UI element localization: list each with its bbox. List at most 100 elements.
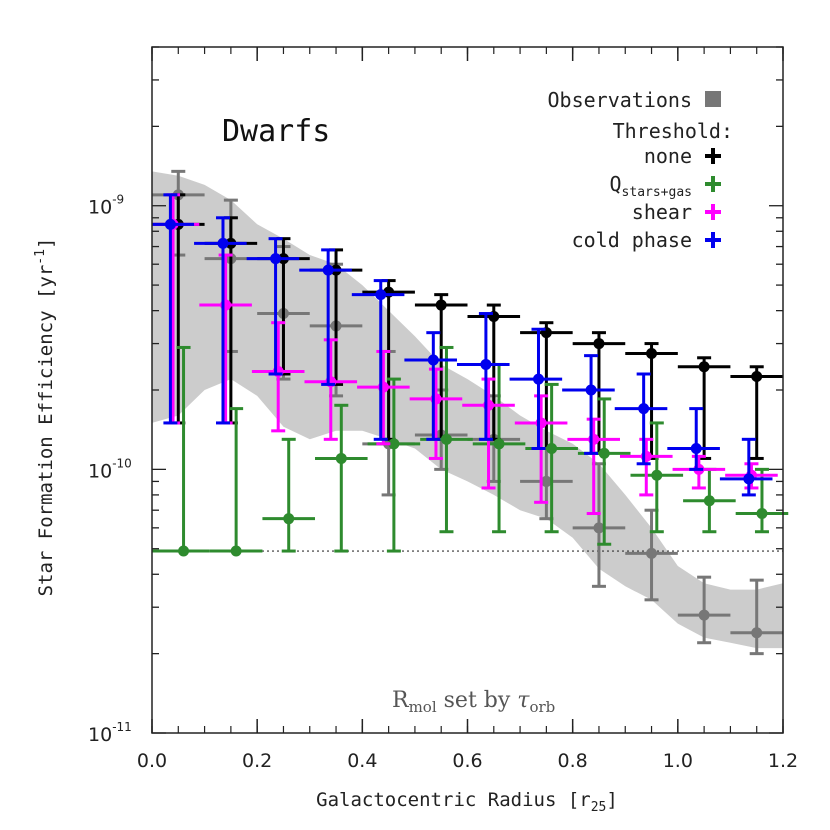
marker (698, 361, 710, 373)
series-shear (152, 193, 778, 516)
marker (427, 354, 439, 366)
marker (440, 433, 452, 445)
data-point-cold-phase-3 (246, 237, 300, 376)
marker (751, 371, 763, 383)
y-axis-title: Star Formation Efficiency [yr-1] (33, 238, 57, 597)
marker (164, 218, 176, 230)
marker (283, 513, 295, 525)
legend-observations-swatch (705, 91, 721, 107)
x-axis-title: Galactocentric Radius [r25] (316, 789, 618, 815)
data-point-shear-10 (619, 437, 673, 497)
marker (743, 473, 755, 485)
marker (435, 299, 447, 311)
marker (217, 237, 229, 249)
legend-item-4: cold phase (572, 228, 721, 252)
marker (270, 253, 282, 265)
data-point-q-stars-gas-1 (152, 345, 210, 557)
data-point-cold-phase-10 (614, 372, 668, 466)
legend-observations-label: Observations (548, 88, 693, 112)
marker (532, 373, 544, 385)
legend-item-3: shear (632, 200, 721, 224)
marker (646, 547, 658, 559)
data-point-cold-phase-7 (456, 312, 510, 441)
annotation-middle: set by (437, 688, 518, 713)
y-axis-title-end: ] (35, 238, 57, 249)
annotation-orb-sub: orb (529, 698, 555, 716)
data-point-q-stars-gas-10 (630, 421, 684, 534)
x-tick-label: 0.2 (242, 750, 272, 772)
marker (638, 403, 650, 415)
series-cold-phase (152, 193, 773, 497)
data-point-cold-phase-1 (152, 193, 195, 425)
marker (480, 358, 492, 370)
y-axis-title-sup: -1 (33, 249, 48, 265)
x-axis-title-main: Galactocentric Radius [r (316, 789, 591, 811)
annotation-r: R (392, 688, 410, 713)
marker (593, 338, 605, 350)
marker (756, 508, 768, 520)
data-point-none-9 (572, 331, 626, 455)
legend-item-2: Qstars+gas (610, 172, 721, 200)
marker (375, 289, 387, 301)
marker (388, 438, 400, 450)
annotation-rmol: Rmol set by τorb (392, 688, 555, 716)
y-tick-label: 10-11 (88, 720, 132, 746)
data-point-shear-5 (357, 349, 410, 446)
data-point-observations-12 (730, 578, 783, 656)
data-point-cold-phase-9 (562, 354, 615, 455)
data-point-none-12 (730, 365, 783, 460)
legend-item-label: cold phase (572, 228, 692, 252)
data-point-q-stars-gas-3 (262, 437, 316, 553)
annotation-mol-sub: mol (409, 698, 437, 716)
y-axis-title-main: Star Formation Efficiency [yr (35, 265, 57, 597)
marker (493, 438, 505, 450)
legend-item-1: none (644, 144, 721, 168)
chart-title: Dwarfs (222, 114, 330, 149)
x-tick-label: 1.0 (663, 750, 693, 772)
data-point-none-10 (625, 342, 678, 460)
marker (751, 627, 763, 639)
data-point-cold-phase-12 (719, 437, 773, 497)
legend-threshold-title: Threshold: (613, 119, 733, 143)
x-tick-label: 0.8 (558, 750, 588, 772)
marker (322, 264, 334, 276)
legend-item-label: Qstars+gas (610, 172, 693, 200)
data-point-cold-phase-11 (667, 407, 720, 471)
marker (178, 545, 190, 557)
marker (651, 469, 663, 481)
legend: Observations Threshold: none Qstars+gassh… (548, 88, 734, 252)
annotation-tau: τ (517, 688, 530, 713)
x-axis-title-sub: 25 (591, 800, 607, 815)
legend-item-label: shear (632, 200, 692, 224)
x-tick-label: 0.6 (452, 750, 482, 772)
x-tick-label: 0.4 (347, 750, 377, 772)
marker (698, 609, 710, 621)
legend-item-label: none (644, 144, 692, 168)
data-point-q-stars-gas-5 (367, 377, 421, 553)
marker (585, 384, 597, 396)
data-point-shear-3 (251, 321, 305, 433)
y-tick-label: 10-9 (88, 193, 124, 219)
data-point-shear-6 (409, 367, 463, 460)
marker (540, 475, 552, 487)
data-point-q-stars-gas-2 (209, 407, 263, 557)
marker (690, 442, 702, 454)
marker (230, 545, 242, 557)
data-point-none-11 (677, 356, 731, 460)
marker (598, 447, 610, 459)
marker (335, 452, 347, 464)
data-point-observations-11 (677, 575, 731, 645)
data-point-cold-phase-4 (299, 248, 352, 386)
data-point-observations-10 (625, 508, 678, 602)
x-axis-title-end: ] (606, 789, 617, 811)
marker (646, 348, 658, 360)
data-point-cold-phase-2 (194, 216, 247, 425)
data-point-cold-phase-5 (351, 279, 405, 441)
data-point-shear-11 (672, 454, 726, 490)
data-point-cold-phase-6 (404, 331, 457, 441)
data-point-q-stars-gas-4 (315, 403, 368, 553)
marker (593, 522, 605, 534)
marker (703, 495, 715, 507)
y-tick-label: 10-10 (88, 456, 132, 482)
